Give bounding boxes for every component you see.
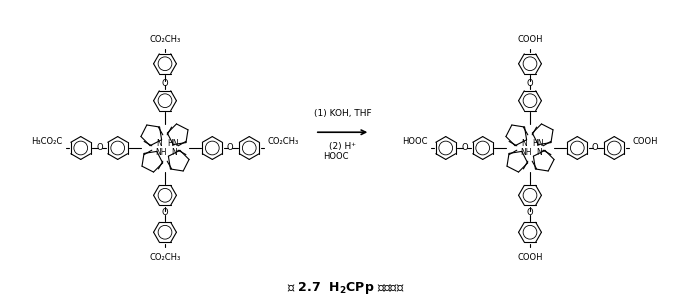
Text: O: O xyxy=(162,209,168,217)
Text: NH: NH xyxy=(520,148,531,157)
Text: O: O xyxy=(162,79,168,88)
Text: O: O xyxy=(527,209,534,217)
Text: =: = xyxy=(540,149,545,154)
Text: HN: HN xyxy=(533,139,544,148)
Text: N: N xyxy=(156,139,162,148)
Text: O: O xyxy=(527,79,534,88)
Text: (1) KOH, THF: (1) KOH, THF xyxy=(313,109,372,118)
Text: HN: HN xyxy=(167,139,179,148)
Text: CO₂CH₃: CO₂CH₃ xyxy=(268,137,299,146)
Text: N: N xyxy=(521,139,527,148)
Text: O: O xyxy=(226,143,233,153)
Text: O: O xyxy=(97,143,103,153)
Text: H₃CO₂C: H₃CO₂C xyxy=(31,137,62,146)
Text: O: O xyxy=(592,143,598,153)
Text: COOH: COOH xyxy=(517,34,543,43)
Text: NH: NH xyxy=(155,148,167,157)
Text: COOH: COOH xyxy=(517,253,543,261)
Text: 图 2.7  $\mathbf{H_2CPp}$ 合成路线: 图 2.7 $\mathbf{H_2CPp}$ 合成路线 xyxy=(287,280,405,296)
Text: (2) H⁺: (2) H⁺ xyxy=(329,142,356,151)
Text: CO₂CH₃: CO₂CH₃ xyxy=(149,253,181,261)
Text: HOOC: HOOC xyxy=(402,137,427,146)
Text: O: O xyxy=(462,143,468,153)
Text: CO₂CH₃: CO₂CH₃ xyxy=(149,34,181,43)
Text: =: = xyxy=(174,149,180,154)
Text: N: N xyxy=(536,148,542,157)
Text: COOH: COOH xyxy=(632,137,658,146)
Text: N: N xyxy=(172,148,177,157)
Text: HOOC: HOOC xyxy=(323,152,348,161)
